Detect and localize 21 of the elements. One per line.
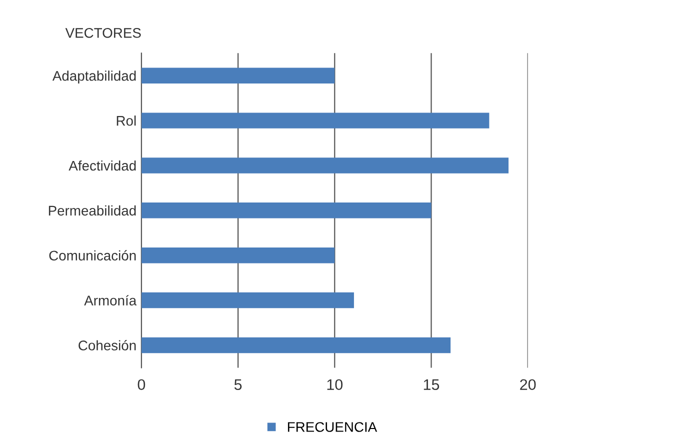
y-tick-label: Afectividad [68,160,136,171]
y-tick-label: Rol [116,116,136,126]
bar [141,202,432,218]
x-tick-label: 20 [520,379,536,390]
y-tick-label: Armonía [84,295,137,306]
x-tick-label: 0 [138,379,146,390]
y-tick-label: Cohesión [78,340,136,350]
bar [141,68,335,84]
bar [141,158,509,174]
y-axis-title: VECTORES [65,28,141,38]
legend-label: FRECUENCIA [288,422,378,432]
y-tick-label: Permeabilidad [48,205,136,216]
y-tick-label: Comunicación [49,250,136,261]
bar [141,112,490,128]
x-tick-label: 5 [234,379,242,390]
bar [141,247,335,264]
x-tick-label: 10 [327,379,343,390]
y-tick-label: Adaptabilidad [52,70,136,84]
x-tick-label: 15 [424,379,440,390]
bar [141,292,354,308]
bar [141,337,451,354]
